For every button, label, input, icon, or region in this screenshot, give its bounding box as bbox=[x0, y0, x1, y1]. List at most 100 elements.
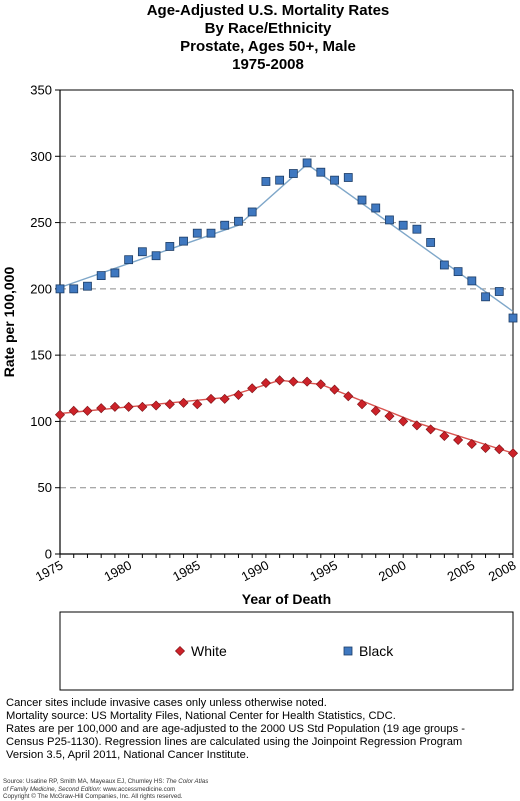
source-line: of Family Medicine, Second Edition: www.… bbox=[3, 786, 517, 794]
axes bbox=[55, 89, 514, 558]
source-url: : www.accessmedicine.com bbox=[99, 785, 176, 793]
chart-title-line: Age-Adjusted U.S. Mortality Rates bbox=[147, 2, 390, 19]
data-point-black bbox=[371, 203, 381, 213]
data-point-white bbox=[219, 393, 230, 404]
y-axis-title: Rate per 100,000 bbox=[1, 267, 17, 378]
data-point-white bbox=[54, 409, 66, 420]
data-point-white bbox=[233, 389, 244, 400]
data-point-white bbox=[68, 405, 79, 416]
x-tick-label: 2008 bbox=[486, 557, 519, 584]
chart-title-line: By Race/Ethnicity bbox=[205, 20, 332, 37]
data-point-white bbox=[439, 430, 450, 442]
x-tick-label: 2000 bbox=[376, 557, 409, 584]
data-point-black bbox=[302, 158, 312, 168]
data-point-black bbox=[275, 175, 285, 185]
data-point-white bbox=[425, 424, 436, 435]
x-tick-labels: 1975 1980 1985 1990 1995 2000 2005 2008 bbox=[33, 557, 519, 584]
data-point-white bbox=[302, 376, 313, 387]
data-point-black bbox=[343, 173, 353, 182]
legend-label-black: Black bbox=[359, 643, 394, 659]
data-points bbox=[54, 158, 519, 459]
data-point-white bbox=[192, 399, 203, 410]
chart-title-line: 1975-2008 bbox=[232, 56, 304, 73]
trend-line-white bbox=[59, 379, 514, 454]
y-tick-label: 50 bbox=[38, 480, 52, 495]
x-tick-label: 1995 bbox=[307, 557, 340, 584]
data-point-white bbox=[480, 442, 491, 453]
source-citation: Source: Usatine RP, Smith MA, Mayeaux EJ… bbox=[3, 778, 517, 801]
data-point-black bbox=[165, 242, 175, 251]
x-tick-label: 2005 bbox=[445, 557, 478, 584]
data-point-white bbox=[247, 383, 258, 394]
data-point-black bbox=[55, 284, 65, 294]
data-point-white bbox=[370, 405, 381, 416]
data-point-white bbox=[260, 377, 271, 389]
data-point-black bbox=[330, 175, 339, 185]
x-tick-label: 1975 bbox=[33, 557, 66, 584]
data-point-black bbox=[467, 276, 477, 286]
data-point-white bbox=[164, 399, 175, 410]
data-point-black bbox=[69, 284, 79, 294]
data-point-white bbox=[507, 448, 519, 459]
data-point-black bbox=[124, 255, 134, 265]
y-tick-label: 200 bbox=[30, 281, 52, 296]
legend-label-white: White bbox=[191, 643, 227, 659]
data-point-white bbox=[384, 411, 395, 422]
data-point-white bbox=[398, 416, 409, 427]
source-book-edition: of Family Medicine, Second Edition bbox=[3, 785, 100, 793]
data-point-white bbox=[123, 401, 134, 412]
data-point-black bbox=[508, 313, 518, 323]
data-point-black bbox=[439, 260, 449, 270]
chart-title-line: Prostate, Ages 50+, Male bbox=[180, 38, 356, 55]
data-point-black bbox=[316, 167, 326, 177]
data-point-black bbox=[261, 177, 271, 186]
source-prefix: Source: Usatine RP, Smith MA, Mayeaux EJ… bbox=[3, 778, 166, 785]
y-tick-label: 0 bbox=[45, 547, 52, 562]
legend-box bbox=[59, 611, 514, 691]
data-point-black bbox=[83, 281, 92, 291]
data-point-white bbox=[329, 384, 340, 395]
trend-line-black bbox=[59, 163, 514, 312]
x-axis-title: Year of Death bbox=[242, 591, 331, 607]
data-point-white bbox=[96, 403, 107, 414]
data-point-black bbox=[481, 292, 490, 302]
x-tick-label: 1990 bbox=[239, 557, 272, 584]
data-point-white bbox=[288, 376, 299, 387]
data-point-black bbox=[385, 215, 394, 225]
data-point-black bbox=[288, 169, 298, 178]
note-line: Rates are per 100,000 and are age-adjust… bbox=[6, 723, 466, 735]
data-point-black bbox=[206, 228, 216, 238]
data-point-black bbox=[137, 247, 147, 257]
data-point-white bbox=[109, 401, 120, 412]
data-point-white bbox=[411, 420, 422, 431]
data-point-white bbox=[137, 401, 148, 412]
data-point-black bbox=[151, 251, 161, 261]
data-point-black bbox=[220, 220, 230, 230]
data-point-white bbox=[356, 399, 368, 410]
y-tick-label: 150 bbox=[30, 348, 52, 363]
x-tick-label: 1980 bbox=[101, 557, 134, 584]
data-point-white bbox=[466, 438, 477, 449]
legend-marker-black bbox=[343, 646, 353, 656]
x-tick-label: 1985 bbox=[170, 557, 203, 584]
data-point-white bbox=[82, 405, 93, 416]
note-line: Mortality source: US Mortality Files, Na… bbox=[6, 710, 396, 722]
data-point-black bbox=[426, 238, 436, 247]
data-point-black bbox=[110, 268, 120, 278]
source-book-title: The Color Atlas bbox=[165, 778, 209, 785]
data-point-black bbox=[453, 267, 463, 277]
data-point-black bbox=[179, 236, 188, 246]
note-line: Version 3.5, April 2011, National Cancer… bbox=[6, 749, 249, 761]
data-point-black bbox=[96, 271, 106, 281]
data-point-white bbox=[343, 391, 354, 402]
chart-notes: Cancer sites include invasive cases only… bbox=[6, 697, 516, 762]
data-point-white bbox=[205, 393, 217, 404]
data-point-black bbox=[192, 228, 202, 238]
data-point-white bbox=[315, 379, 326, 390]
data-point-black bbox=[412, 224, 422, 234]
data-point-white bbox=[494, 444, 505, 455]
grid-lines bbox=[60, 155, 513, 489]
legend-marker-white bbox=[174, 645, 186, 657]
y-tick-label: 300 bbox=[30, 149, 52, 164]
